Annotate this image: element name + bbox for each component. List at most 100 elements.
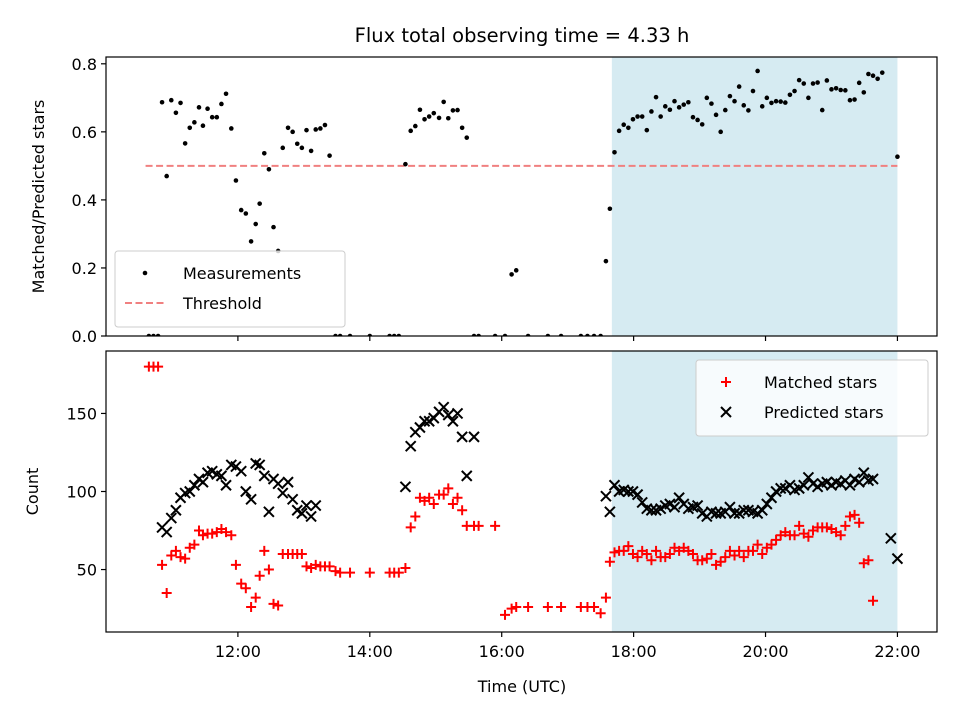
data-point <box>445 115 451 121</box>
data-point <box>651 545 662 556</box>
data-point <box>290 129 295 135</box>
data-point <box>410 511 421 522</box>
data-point <box>623 541 634 552</box>
data-point <box>310 499 322 512</box>
data-point <box>219 101 224 107</box>
data-point <box>715 556 726 567</box>
data-point <box>589 602 600 613</box>
data-point <box>187 125 193 131</box>
data-point <box>722 107 728 113</box>
y-tick-label: 0.2 <box>72 259 97 278</box>
data-point <box>221 527 232 538</box>
data-point <box>324 561 335 572</box>
data-point <box>296 548 307 559</box>
data-point <box>253 221 259 227</box>
data-point <box>866 71 871 77</box>
data-point <box>644 127 650 133</box>
data-point <box>630 116 636 122</box>
data-point <box>861 90 867 95</box>
data-point <box>618 545 629 556</box>
data-point <box>821 522 832 533</box>
data-point <box>849 509 860 520</box>
data-point <box>697 555 708 566</box>
x-tick-label: 22:00 <box>874 642 920 661</box>
legend-box <box>114 250 346 328</box>
data-point <box>413 123 418 129</box>
data-point <box>364 567 375 578</box>
legend-marker <box>721 377 731 387</box>
data-point <box>778 99 783 104</box>
data-point <box>345 567 356 578</box>
data-point <box>166 550 177 561</box>
data-point <box>710 507 722 520</box>
data-point <box>794 520 805 531</box>
data-point <box>847 97 853 103</box>
data-point <box>296 507 308 520</box>
data-point <box>263 564 274 575</box>
data-point <box>600 490 612 502</box>
data-point <box>271 224 276 230</box>
data-point <box>452 492 463 503</box>
data-point <box>833 86 839 91</box>
data-point <box>506 603 517 614</box>
data-point <box>595 608 606 619</box>
data-point <box>405 522 416 533</box>
data-point <box>153 361 164 372</box>
data-point <box>801 81 807 86</box>
data-point <box>641 548 652 559</box>
data-point <box>729 550 740 561</box>
data-point <box>261 150 267 156</box>
data-point <box>408 128 414 134</box>
data-point <box>824 78 830 83</box>
data-point <box>404 440 417 452</box>
data-point <box>173 110 179 116</box>
data-point <box>664 548 675 559</box>
data-point <box>701 553 712 564</box>
data-point <box>426 114 432 119</box>
data-point <box>238 207 244 213</box>
data-point <box>769 100 774 106</box>
data-point <box>639 114 645 119</box>
legend: Matched stars Predicted stars <box>695 359 929 437</box>
data-point <box>424 492 435 503</box>
data-point <box>747 545 758 556</box>
y-tick-label: 100 <box>66 483 97 502</box>
data-point <box>436 115 442 121</box>
data-point <box>457 505 468 516</box>
data-point <box>500 609 511 620</box>
data-point <box>612 149 617 155</box>
data-point <box>464 135 470 140</box>
data-point <box>686 99 691 105</box>
data-point <box>858 467 870 479</box>
data-point <box>511 602 522 613</box>
data-point <box>235 465 247 477</box>
data-point <box>286 493 299 506</box>
y-tick-label: 0.0 <box>72 327 97 346</box>
data-point <box>885 532 897 545</box>
data-point <box>437 401 450 413</box>
data-point <box>335 567 346 578</box>
data-point <box>603 258 609 264</box>
data-point <box>168 97 174 103</box>
data-point <box>175 552 186 563</box>
data-point <box>646 555 657 566</box>
data-point <box>853 476 865 488</box>
data-point <box>322 122 328 128</box>
data-point <box>282 476 294 488</box>
data-point <box>798 479 810 491</box>
data-point <box>870 73 876 79</box>
data-point <box>220 479 232 491</box>
data-point <box>245 493 257 506</box>
x-tick-label: 16:00 <box>479 642 525 661</box>
data-point <box>443 483 454 494</box>
data-point <box>259 545 270 556</box>
data-point <box>728 507 741 520</box>
data-point <box>263 506 275 518</box>
data-point <box>418 415 431 427</box>
data-point <box>741 103 747 108</box>
data-point <box>838 87 844 93</box>
data-point <box>616 128 622 134</box>
data-point <box>164 173 169 179</box>
data-point <box>840 520 851 531</box>
x-axis-label: Time (UTC) <box>477 677 566 696</box>
